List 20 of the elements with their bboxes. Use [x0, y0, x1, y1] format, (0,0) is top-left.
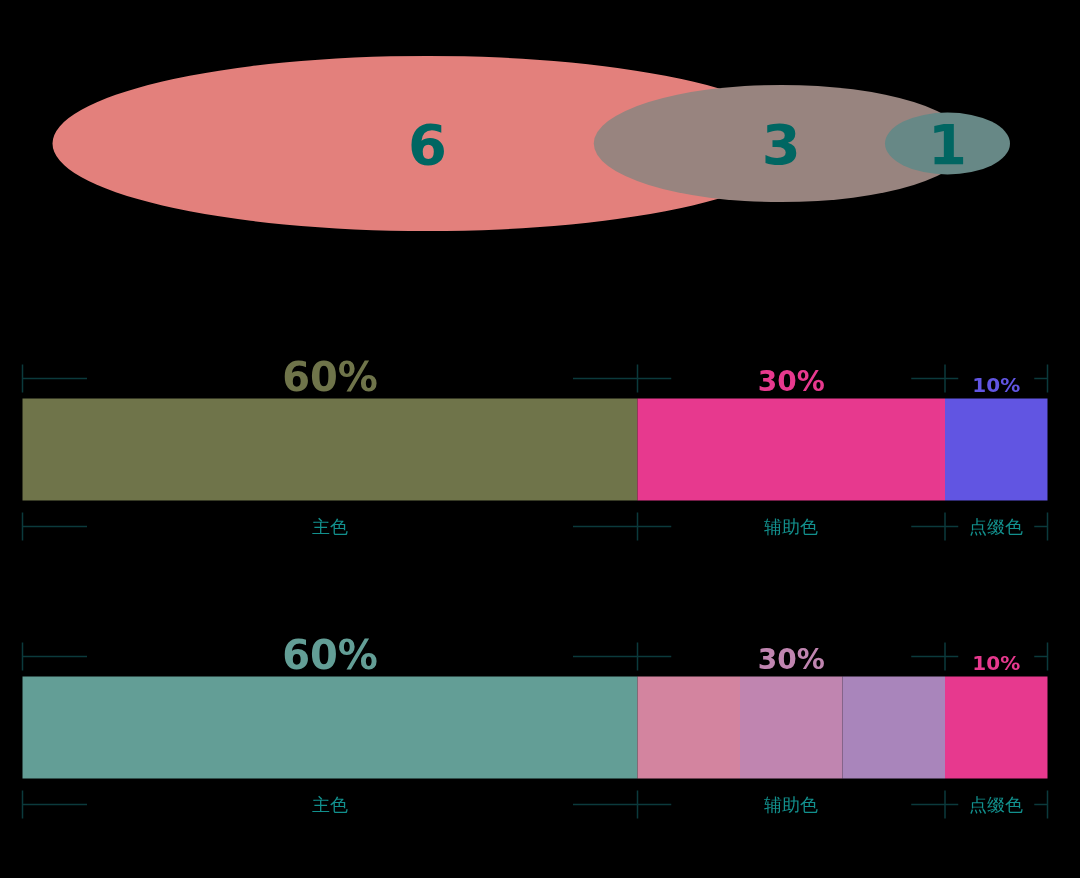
- data-label: 1: [928, 111, 967, 177]
- bar: [945, 676, 1048, 779]
- series-label: 点缀色: [969, 794, 1024, 815]
- data-label: 3: [761, 111, 801, 177]
- data-label: 10%: [972, 372, 1021, 397]
- series-label: 辅助色: [764, 794, 819, 815]
- series-label: 辅助色: [764, 516, 819, 537]
- data-label: 10%: [972, 650, 1021, 675]
- bar: [637, 676, 740, 779]
- data-label: 6: [408, 111, 447, 177]
- data-label: 60%: [282, 631, 378, 678]
- text: 30%: [757, 642, 825, 676]
- data-label: 30%: [757, 364, 825, 398]
- series-label: 点缀色: [969, 516, 1024, 537]
- bar: [842, 676, 945, 779]
- bar: [22, 676, 638, 779]
- data-label: 60%: [282, 353, 378, 400]
- series-label: 主色: [312, 516, 348, 537]
- bar: [740, 676, 843, 779]
- series-label: 主色: [312, 794, 348, 815]
